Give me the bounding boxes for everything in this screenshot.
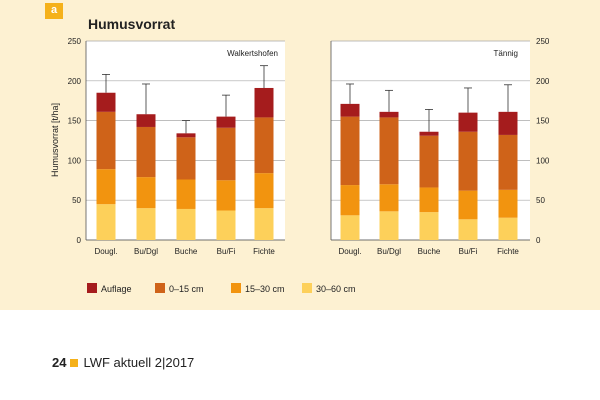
bar-segment — [379, 184, 399, 212]
legend-swatch — [231, 283, 241, 293]
bar-segment — [498, 134, 518, 190]
bar-segment — [498, 189, 518, 218]
legend-label: 30–60 cm — [316, 284, 356, 294]
x-tick-label: Fichte — [253, 247, 275, 256]
legend-swatch — [87, 283, 97, 293]
legend-label: 15–30 cm — [245, 284, 285, 294]
y-tick-label: 100 — [536, 156, 550, 165]
legend-label: 0–15 cm — [169, 284, 204, 294]
x-tick-label: Fichte — [497, 247, 519, 256]
bar-segment — [254, 208, 274, 240]
bar-segment — [136, 114, 156, 127]
bar-segment — [176, 133, 196, 138]
humus-chart: 0 50 100 150 200 250 Dougl. Bu/Dgl Buche Bu/Fi Fic… — [50, 37, 550, 294]
y-tick-label: 250 — [68, 37, 82, 46]
bar-segment — [419, 135, 439, 188]
bar-segment — [216, 116, 236, 128]
page-number: 24 — [52, 355, 67, 370]
bar-segment — [458, 112, 478, 132]
bar-segment — [458, 131, 478, 191]
bar-segment — [176, 137, 196, 180]
panel-label: Walkertshofen — [227, 49, 278, 58]
y-tick-label: 200 — [68, 77, 82, 86]
bar-segment — [96, 204, 116, 240]
bar-segment — [254, 87, 274, 118]
y-tick-label: 50 — [536, 196, 545, 205]
footer-square — [70, 359, 79, 367]
bar-segment — [254, 173, 274, 209]
bar-segment — [458, 219, 478, 240]
y-tick-label: 150 — [536, 117, 550, 126]
bar-segment — [96, 169, 116, 205]
bar-segment — [96, 92, 116, 112]
y-tick-label: 50 — [72, 196, 81, 205]
bar-segment — [96, 111, 116, 170]
bar-segment — [340, 116, 360, 186]
y-tick-label: 150 — [68, 117, 82, 126]
bar-segment — [136, 208, 156, 240]
bar-segment — [254, 117, 274, 174]
y-tick-label: 200 — [536, 77, 550, 86]
x-tick-label: Bu/Fi — [217, 247, 236, 256]
bar-segment — [379, 211, 399, 240]
bar-segment — [216, 180, 236, 211]
bar-segment — [419, 212, 439, 240]
bar-segment — [458, 190, 478, 220]
page-footer: 24 LWF aktuell 2|2017 — [52, 355, 194, 370]
x-tick-label: Buche — [418, 247, 441, 256]
bar-segment — [498, 217, 518, 240]
bar-segment — [340, 215, 360, 240]
x-tick-label: Bu/Dgl — [134, 247, 158, 256]
bar-segment — [340, 103, 360, 117]
y-axis-title: Humusvorrat [t/ha] — [50, 103, 60, 177]
bar-segment — [216, 210, 236, 240]
x-tick-label: Dougl. — [338, 247, 361, 256]
bar-segment — [498, 111, 518, 135]
journal-label: LWF aktuell 2|2017 — [83, 355, 195, 370]
x-tick-label: Buche — [175, 247, 198, 256]
bar-segment — [379, 117, 399, 185]
y-tick-label: 100 — [68, 156, 82, 165]
bar-segment — [340, 185, 360, 216]
figure-badge: a — [45, 3, 63, 19]
y-tick-label: 0 — [536, 236, 541, 245]
x-tick-label: Dougl. — [94, 247, 117, 256]
bar-segment — [216, 127, 236, 181]
bar-segment — [136, 177, 156, 209]
bar-segment — [176, 208, 196, 240]
bar-segment — [419, 131, 439, 136]
y-tick-label: 0 — [77, 236, 82, 245]
legend-label: Auflage — [101, 284, 132, 294]
bar-segment — [136, 126, 156, 178]
bar-segment — [176, 179, 196, 209]
panel-label: Tännig — [494, 49, 518, 58]
x-tick-label: Bu/Fi — [459, 247, 478, 256]
chart-title: Humusvorrat — [88, 16, 176, 32]
bar-segment — [379, 111, 399, 118]
legend-swatch — [302, 283, 312, 293]
bar-segment — [419, 187, 439, 213]
y-tick-label: 250 — [536, 37, 550, 46]
x-tick-label: Bu/Dgl — [377, 247, 401, 256]
legend-swatch — [155, 283, 165, 293]
